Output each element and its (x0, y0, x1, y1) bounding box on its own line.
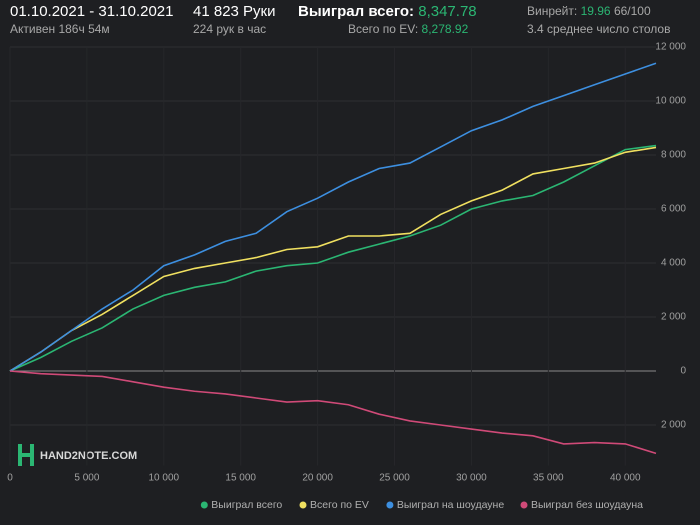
x-tick-label: 25 000 (379, 473, 410, 484)
winrate-label: Винрейт: (527, 4, 577, 18)
legend-label: Всего по EV (310, 499, 369, 511)
ev-label: Всего по EV: (348, 22, 418, 36)
won-label: Выиграл всего: 8,347.78 (298, 3, 477, 20)
y-tick-label: 10 000 (655, 96, 686, 107)
legend-label: Выиграл на шоудауне (397, 499, 504, 511)
x-tick-label: 30 000 (456, 473, 487, 484)
y-tick-label: 8 000 (661, 150, 686, 161)
winrate-value: 19.96 (581, 4, 611, 18)
series-line (9, 146, 657, 372)
watermark-text: HAND2NOTE.COM (40, 450, 137, 462)
ev-value: 8,278.92 (422, 22, 469, 36)
x-tick-label: 5 000 (74, 473, 99, 484)
won-total-label: Выиграл всего: (298, 3, 414, 20)
ev-line: Всего по EV: 8,278.92 (348, 22, 469, 36)
y-tick-label: 0 (680, 366, 686, 377)
x-tick-label: 15 000 (225, 473, 256, 484)
x-tick-label: 40 000 (610, 473, 641, 484)
y-tick-label: 12 000 (655, 42, 686, 53)
legend-marker (386, 501, 394, 509)
active-time: Активен 186ч 54м (10, 22, 110, 36)
won-total-value: 8,347.78 (418, 3, 476, 20)
y-tick-label: 2 000 (661, 312, 686, 323)
hands: 41 823 Руки (193, 3, 276, 20)
y-tick-label: 2 000 (661, 420, 686, 431)
x-tick-label: 0 (7, 473, 13, 484)
x-tick-label: 35 000 (533, 473, 564, 484)
legend-marker (200, 501, 208, 509)
legend-label: Выиграл без шоудауна (531, 499, 643, 511)
legend-label: Выиграл всего (211, 499, 282, 511)
series-line (9, 370, 657, 455)
y-tick-label: 6 000 (661, 204, 686, 215)
watermark: HAND2NOTE.COM (18, 444, 137, 466)
winrate-unit: 66/100 (614, 4, 651, 18)
hands-per-hour: 224 рук в час (193, 22, 266, 36)
winrate-line: Винрейт: 19.96 66/100 (527, 4, 651, 18)
y-tick-label: 4 000 (661, 258, 686, 269)
x-tick-label: 10 000 (149, 473, 180, 484)
series-line (9, 62, 657, 372)
x-tick-label: 20 000 (302, 473, 333, 484)
date-range: 01.10.2021 - 31.10.2021 (10, 3, 173, 20)
logo-bar (18, 453, 34, 457)
series-line (9, 144, 657, 372)
tables: 3.4 среднее число столов (527, 22, 670, 36)
legend-marker (299, 501, 307, 509)
legend-marker (520, 501, 528, 509)
